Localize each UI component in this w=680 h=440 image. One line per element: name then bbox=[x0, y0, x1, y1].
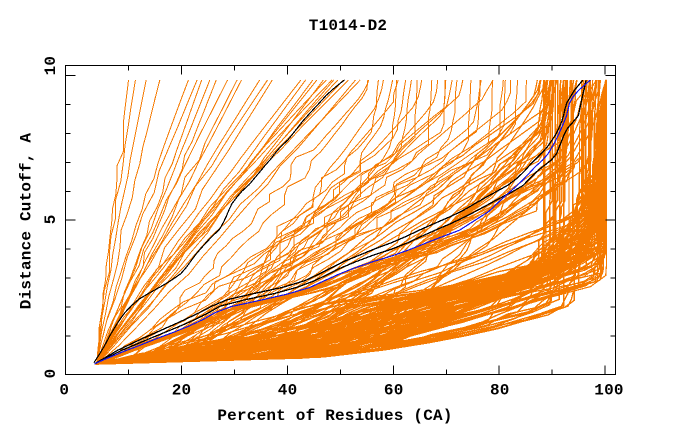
svg-text:Percent of Residues (CA): Percent of Residues (CA) bbox=[217, 407, 452, 425]
svg-text:20: 20 bbox=[172, 382, 192, 400]
svg-text:5: 5 bbox=[42, 214, 60, 224]
svg-text:10: 10 bbox=[42, 56, 60, 76]
svg-text:0: 0 bbox=[42, 369, 60, 379]
svg-text:T1014-D2: T1014-D2 bbox=[309, 17, 387, 35]
svg-text:Distance Cutoff, A: Distance Cutoff, A bbox=[18, 133, 36, 310]
svg-text:60: 60 bbox=[384, 382, 404, 400]
svg-text:100: 100 bbox=[594, 382, 623, 400]
svg-text:40: 40 bbox=[278, 382, 298, 400]
svg-text:80: 80 bbox=[490, 382, 510, 400]
svg-text:0: 0 bbox=[59, 382, 69, 400]
